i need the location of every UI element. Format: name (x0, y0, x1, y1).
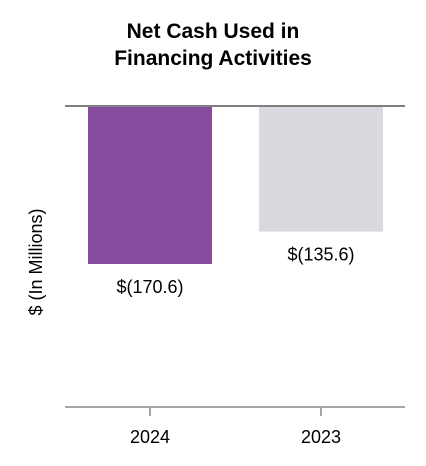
x-tick-label-2024: 2024 (130, 427, 170, 447)
bar-2023 (259, 106, 383, 232)
data-labels-layer: $(170.6) $(135.6) (116, 245, 354, 297)
chart-title: Net Cash Used in Financing Activities (0, 18, 426, 72)
bar-2024 (88, 106, 212, 265)
data-label-2024: $(170.6) (116, 277, 183, 297)
y-axis-label: $ (In Millions) (26, 208, 46, 315)
chart-title-line-2: Financing Activities (114, 47, 312, 70)
data-label-2023: $(135.6) (287, 245, 354, 265)
x-tick-label-2023: 2023 (301, 427, 341, 447)
chart-title-line-1: Net Cash Used in (126, 20, 300, 43)
bars-layer (88, 106, 383, 265)
x-ticks-layer: 2024 2023 (130, 407, 341, 447)
